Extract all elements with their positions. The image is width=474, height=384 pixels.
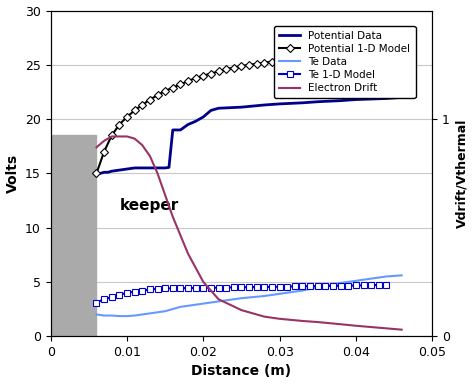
Y-axis label: Vdrift/Vthermal: Vdrift/Vthermal (456, 119, 468, 228)
Text: keeper: keeper (119, 199, 179, 214)
Bar (51, 136, 97, 336)
X-axis label: Distance (m): Distance (m) (191, 364, 292, 379)
Y-axis label: Volts: Volts (6, 154, 19, 193)
Legend: Potential Data, Potential 1-D Model, Te Data, Te 1-D Model, Electron Drift: Potential Data, Potential 1-D Model, Te … (274, 25, 416, 98)
